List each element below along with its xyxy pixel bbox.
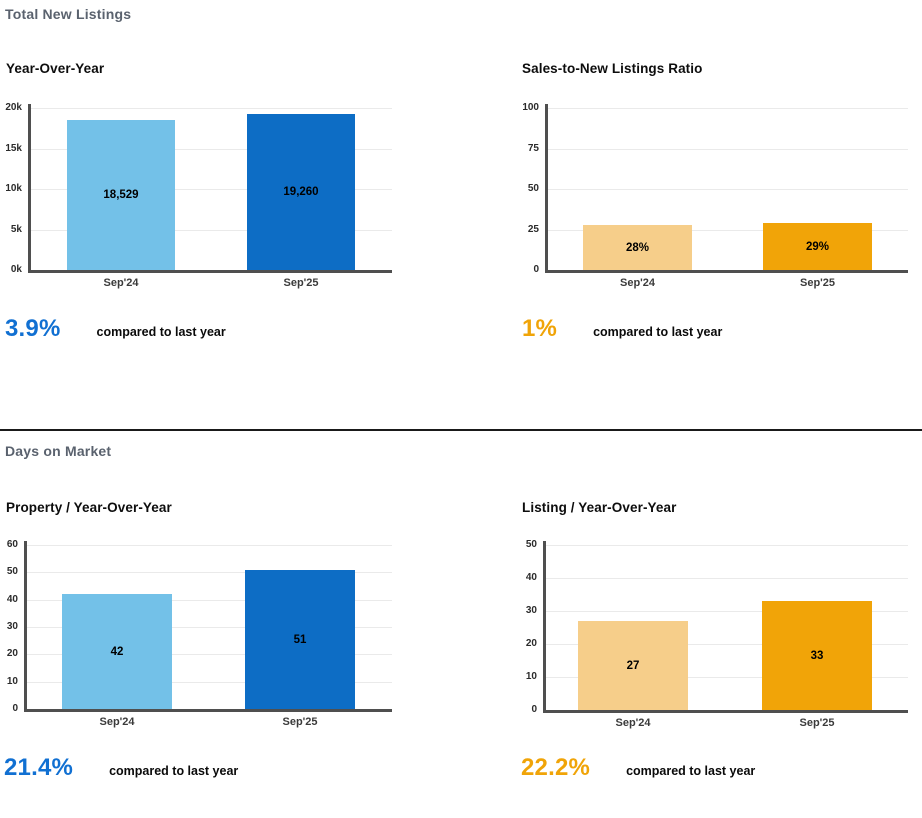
bar-Sep'25: 19,260 [247, 114, 355, 270]
x-axis-line [24, 709, 392, 712]
bar-value-label: 19,260 [283, 186, 319, 198]
x-category-label: Sep'24 [103, 277, 139, 289]
bar-Sep'24: 27 [578, 621, 688, 710]
y-axis-tick-label: 60 [6, 539, 18, 550]
callout-value: 3.9% [5, 315, 61, 342]
y-axis-line [24, 541, 27, 712]
x-category-label: Sep'25 [799, 277, 836, 289]
y-axis-tick-label: 0k [10, 264, 22, 275]
y-axis-tick-label: 0 [531, 704, 537, 715]
y-axis-tick-label: 15k [5, 143, 22, 154]
bar-Sep'24: 28% [583, 225, 692, 270]
y-axis-tick-label: 0 [12, 703, 18, 714]
callout-note: compared to last year [626, 764, 756, 778]
section-title-total-new-listings: Total New Listings [5, 6, 132, 22]
callout-value: 1% [522, 315, 558, 342]
chart-sales-to-new-listings-ratio: 0 25 50 75 100 28% Sep'24 29% Sep'25 [517, 100, 911, 298]
bar-value-label: 42 [110, 645, 124, 658]
y-axis-tick-label: 50 [527, 183, 539, 194]
x-category-label: Sep'24 [99, 716, 135, 728]
gridline [543, 677, 908, 678]
bar-value-label: 27 [626, 659, 640, 672]
gridline [28, 149, 392, 150]
y-axis-tick-label: 100 [522, 102, 539, 113]
x-category-label: Sep'24 [619, 277, 656, 289]
y-axis-tick-label: 40 [6, 594, 18, 605]
callout-value: 22.2% [521, 754, 591, 781]
y-axis-tick-label: 10 [6, 676, 18, 687]
gridline [545, 189, 908, 190]
section-title-days-on-market: Days on Market [5, 443, 112, 459]
gridline [545, 230, 908, 231]
gridline [28, 189, 392, 190]
x-category-label: Sep'25 [282, 716, 318, 728]
y-axis-tick-label: 25 [527, 224, 539, 235]
y-axis-tick-label: 50 [6, 566, 18, 577]
callout-property-dom-change: 21.4% compared to last year [4, 754, 238, 782]
chart-property-year-over-year: 0 10 20 30 40 50 60 42 Sep'24 51 Sep'25 [0, 537, 394, 735]
bar-value-label: 29% [805, 240, 830, 253]
y-axis-tick-label: 20 [525, 638, 537, 649]
y-axis-tick-label: 30 [525, 605, 537, 616]
y-axis-tick-label: 40 [525, 572, 537, 583]
bar-value-label: 51 [293, 633, 307, 646]
gridline [543, 578, 908, 579]
chart-title-year-over-year: Year-Over-Year [6, 61, 105, 76]
x-axis-line [28, 270, 392, 273]
x-category-label: Sep'24 [615, 717, 651, 729]
bar-Sep'25: 51 [245, 570, 355, 709]
gridline [24, 627, 392, 628]
bar-Sep'25: 29% [763, 223, 872, 270]
bar-value-label: 33 [810, 649, 824, 662]
gridline [24, 572, 392, 573]
gridline [28, 108, 392, 109]
bar-value-label: 18,529 [103, 189, 139, 201]
gridline [543, 644, 908, 645]
callout-note: compared to last year [593, 325, 723, 339]
callout-ratio-change: 1% compared to last year [522, 315, 722, 343]
y-axis-tick-label: 75 [527, 143, 539, 154]
y-axis-tick-label: 0 [533, 264, 539, 275]
bar-Sep'24: 18,529 [67, 120, 175, 270]
chart-title-property-year-over-year: Property / Year-Over-Year [6, 500, 172, 515]
gridline [543, 611, 908, 612]
section-divider [0, 429, 922, 431]
gridline [28, 230, 392, 231]
bar-value-label: 28% [625, 241, 650, 254]
callout-note: compared to last year [109, 764, 239, 778]
y-axis-tick-label: 20k [5, 102, 22, 113]
gridline [24, 545, 392, 546]
gridline [545, 108, 908, 109]
callout-value: 21.4% [4, 754, 74, 781]
gridline [545, 149, 908, 150]
x-category-label: Sep'25 [799, 717, 835, 729]
chart-title-listing-year-over-year: Listing / Year-Over-Year [522, 500, 677, 515]
callout-note: compared to last year [96, 325, 226, 339]
callout-listing-dom-change: 22.2% compared to last year [521, 754, 755, 782]
bar-Sep'24: 42 [62, 594, 172, 709]
y-axis-line [28, 104, 31, 273]
gridline [24, 654, 392, 655]
chart-year-over-year: 0k 5k 10k 15k 20k 18,529 Sep'24 19,260 Sep'25 [0, 100, 394, 298]
y-axis-line [545, 104, 548, 273]
y-axis-tick-label: 50 [525, 539, 537, 550]
y-axis-tick-label: 30 [6, 621, 18, 632]
x-axis-line [543, 710, 908, 713]
chart-listing-year-over-year: 0 10 20 30 40 50 27 Sep'24 33 Sep'25 [517, 537, 911, 735]
chart-title-sales-to-new-listings-ratio: Sales-to-New Listings Ratio [522, 61, 703, 76]
y-axis-tick-label: 20 [6, 648, 18, 659]
bar-Sep'25: 33 [762, 601, 872, 710]
y-axis-line [543, 541, 546, 713]
gridline [543, 545, 908, 546]
callout-new-listings-change: 3.9% compared to last year [5, 315, 226, 343]
y-axis-tick-label: 10k [5, 183, 22, 194]
y-axis-tick-label: 5k [10, 224, 22, 235]
y-axis-tick-label: 10 [525, 671, 537, 682]
x-axis-line [545, 270, 908, 273]
gridline [24, 600, 392, 601]
x-category-label: Sep'25 [283, 277, 319, 289]
gridline [24, 682, 392, 683]
